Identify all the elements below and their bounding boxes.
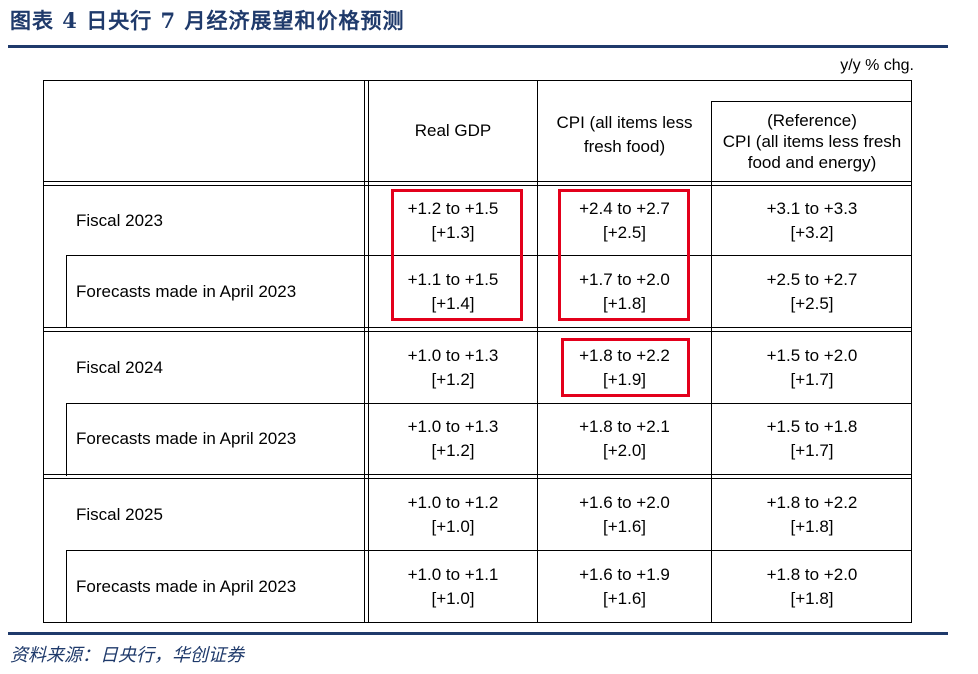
cell-cpi: +1.8 to +2.2 [+1.9] <box>538 332 711 403</box>
cell-cpi: +1.7 to +2.0 [+1.8] <box>538 256 711 327</box>
gdp-range: +1.1 to +1.5 <box>407 269 499 289</box>
divider <box>44 181 912 182</box>
ref-range: +1.8 to +2.0 <box>766 565 858 584</box>
gdp-median: [+1.2] <box>431 441 475 460</box>
cell-reference: +3.1 to +3.3 [+3.2] <box>712 186 912 255</box>
cpi-median: [+1.6] <box>602 516 646 536</box>
row-label: Fiscal 2024 <box>76 357 163 377</box>
row-label: Forecasts made in April 2023 <box>76 281 297 301</box>
cpi-range: +1.8 to +2.1 <box>579 417 670 436</box>
gdp-median: [+1.2] <box>431 369 475 389</box>
source-note: 资料来源：日央行，华创证券 <box>10 645 244 666</box>
forecast-table: Real GDP CPI (all items less fresh food)… <box>43 80 912 623</box>
divider <box>711 101 912 102</box>
divider <box>44 327 912 328</box>
cell-gdp: +1.2 to +1.5 [+1.3] <box>369 186 537 255</box>
header-cpi: CPI (all items less fresh food) <box>556 113 693 156</box>
ref-median: [+2.5] <box>790 293 834 313</box>
cell-gdp: +1.0 to +1.2 [+1.0] <box>369 479 537 550</box>
top-rule <box>8 45 948 48</box>
cell-cpi: +1.8 to +2.1 [+2.0] <box>538 404 711 474</box>
row-label: Fiscal 2023 <box>76 210 163 230</box>
cell-reference: +1.8 to +2.2 [+1.8] <box>712 479 912 550</box>
ref-median: [+1.8] <box>790 589 834 608</box>
bottom-rule <box>8 632 948 635</box>
header-reference-text: CPI (all items less fresh food and energ… <box>722 132 902 172</box>
gdp-range: +1.0 to +1.2 <box>407 492 499 512</box>
divider <box>537 81 538 623</box>
gdp-median: [+1.0] <box>431 589 475 608</box>
cell-cpi: +1.6 to +1.9 [+1.6] <box>538 551 711 623</box>
divider <box>66 403 912 404</box>
ref-range: +1.5 to +1.8 <box>766 417 858 436</box>
divider <box>368 81 369 623</box>
cpi-range: +2.4 to +2.7 <box>579 198 670 218</box>
ref-range: +3.1 to +3.3 <box>766 198 858 218</box>
divider <box>711 101 712 623</box>
divider <box>66 255 912 256</box>
divider <box>44 478 912 479</box>
highlight-box-gdp <box>391 189 523 321</box>
ref-range: +1.8 to +2.2 <box>766 492 858 512</box>
header-reference-cpi: (Reference) CPI (all items less fresh fo… <box>712 102 912 181</box>
cpi-median: [+2.5] <box>602 222 646 242</box>
header-real-gdp: Real GDP <box>414 121 492 140</box>
divider <box>364 81 365 623</box>
cell-reference: +1.8 to +2.0 [+1.8] <box>712 551 912 623</box>
cell-gdp: +1.0 to +1.3 [+1.2] <box>369 404 537 474</box>
cell-cpi: +2.4 to +2.7 [+2.5] <box>538 186 711 255</box>
highlight-box-cpi <box>558 189 690 321</box>
cell-reference: +1.5 to +2.0 [+1.7] <box>712 332 912 403</box>
cpi-range: +1.6 to +1.9 <box>579 565 670 584</box>
row-label: Fiscal 2025 <box>76 504 163 524</box>
divider <box>66 403 67 476</box>
cpi-range: +1.7 to +2.0 <box>579 269 670 289</box>
cpi-median: [+1.8] <box>602 293 646 313</box>
ref-median: [+1.7] <box>790 441 834 460</box>
cell-gdp: +1.1 to +1.5 [+1.4] <box>369 256 537 327</box>
header-reference-label: (Reference) <box>767 111 857 130</box>
gdp-range: +1.0 to +1.3 <box>407 417 499 436</box>
ref-range: +1.5 to +2.0 <box>766 345 858 365</box>
divider <box>44 331 912 332</box>
cell-reference: +2.5 to +2.7 [+2.5] <box>712 256 912 327</box>
ref-median: [+1.8] <box>790 516 834 536</box>
gdp-median: [+1.3] <box>431 222 475 242</box>
cell-gdp: +1.0 to +1.1 [+1.0] <box>369 551 537 623</box>
gdp-range: +1.0 to +1.3 <box>407 345 499 365</box>
cpi-range: +1.6 to +2.0 <box>579 492 670 512</box>
divider <box>66 550 912 551</box>
ref-range: +2.5 to +2.7 <box>766 269 858 289</box>
divider <box>44 474 912 475</box>
divider <box>44 185 912 186</box>
figure-title: 图表 4 日央行 7 月经济展望和价格预测 <box>10 8 405 33</box>
row-label: Forecasts made in April 2023 <box>76 429 297 448</box>
unit-label: y/y % chg. <box>840 57 914 74</box>
cell-cpi: +1.6 to +2.0 [+1.6] <box>538 479 711 550</box>
cpi-median: [+1.9] <box>602 369 646 389</box>
cpi-median: [+1.6] <box>602 589 646 608</box>
gdp-median: [+1.4] <box>431 293 475 313</box>
divider <box>66 550 67 623</box>
cell-reference: +1.5 to +1.8 [+1.7] <box>712 404 912 474</box>
cpi-median: [+2.0] <box>602 441 646 460</box>
divider <box>66 255 67 328</box>
gdp-range: +1.2 to +1.5 <box>407 198 499 218</box>
cpi-range: +1.8 to +2.2 <box>579 345 670 365</box>
ref-median: [+1.7] <box>790 369 834 389</box>
row-label: Forecasts made in April 2023 <box>76 577 297 596</box>
ref-median: [+3.2] <box>790 222 834 242</box>
gdp-median: [+1.0] <box>431 516 475 536</box>
gdp-range: +1.0 to +1.1 <box>407 565 499 584</box>
cell-gdp: +1.0 to +1.3 [+1.2] <box>369 332 537 403</box>
highlight-box-cpi-2024 <box>561 338 690 397</box>
